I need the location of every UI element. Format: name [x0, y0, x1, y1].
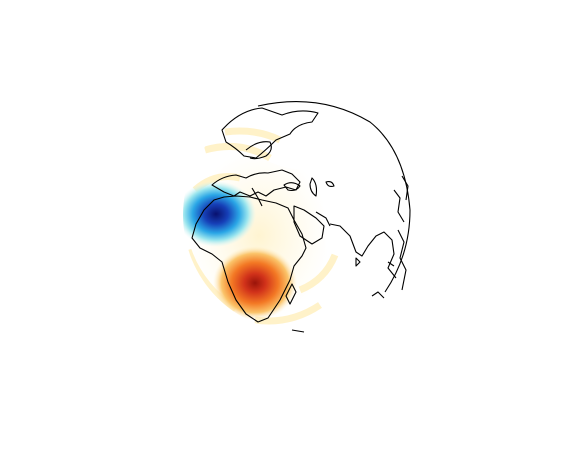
- ripple-band: [298, 253, 339, 294]
- coastline-south: [291, 329, 305, 333]
- coastline-asia: [329, 223, 397, 279]
- coastline-scandinavia: [245, 141, 272, 160]
- coastline-madagascar: [285, 283, 297, 305]
- ripple-band: [204, 142, 272, 162]
- negative-anomaly: [183, 181, 256, 247]
- coastline-lake: [325, 180, 335, 188]
- coastline-japan: [401, 175, 409, 201]
- globe-limb: [257, 101, 411, 293]
- coastline-sri-lanka: [355, 257, 361, 267]
- coastline-persian-gulf: [315, 211, 331, 227]
- coastline-black-sea: [283, 182, 301, 192]
- coastline-arctic: [221, 107, 319, 159]
- anomaly-field: [183, 127, 339, 325]
- coastline-southeast-asia: [397, 229, 407, 291]
- coastline-africa: [191, 195, 307, 323]
- coastlines: [191, 101, 411, 333]
- ripple-band: [224, 127, 282, 144]
- coastline-arabia: [293, 205, 325, 245]
- positive-anomaly: [213, 246, 297, 320]
- coastline-italy: [251, 187, 263, 207]
- coastline-europe: [211, 169, 301, 197]
- coastline-caspian: [309, 177, 318, 197]
- coastline-islands: [371, 261, 395, 299]
- coastline-east-asia: [393, 189, 405, 223]
